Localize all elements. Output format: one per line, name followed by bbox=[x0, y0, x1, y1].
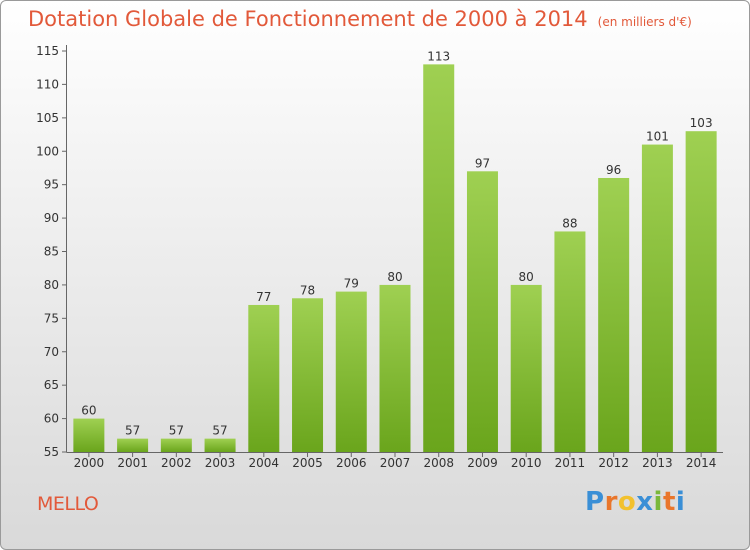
bar bbox=[510, 284, 542, 452]
bar bbox=[423, 64, 455, 452]
x-tick-label: 2013 bbox=[642, 456, 673, 470]
bar bbox=[685, 131, 717, 452]
y-tick-label: 55 bbox=[44, 445, 59, 459]
y-tick-label: 75 bbox=[44, 311, 59, 325]
x-tick-label: 2009 bbox=[467, 456, 498, 470]
data-label: 57 bbox=[169, 424, 184, 438]
data-label: 60 bbox=[81, 404, 96, 418]
data-label: 80 bbox=[519, 270, 534, 284]
data-label: 80 bbox=[387, 270, 402, 284]
data-label: 57 bbox=[212, 424, 227, 438]
logo-letter: o bbox=[617, 487, 637, 517]
x-tick-label: 2001 bbox=[117, 456, 148, 470]
y-tick-label: 70 bbox=[44, 345, 59, 359]
place-name: MELLO bbox=[37, 493, 99, 515]
bar bbox=[335, 291, 367, 452]
x-tick-label: 2006 bbox=[336, 456, 367, 470]
x-tick-label: 2005 bbox=[292, 456, 323, 470]
x-tick-label: 2012 bbox=[598, 456, 629, 470]
logo-letter: i bbox=[653, 487, 663, 517]
y-tick-label: 100 bbox=[36, 144, 59, 158]
x-tick-label: 2007 bbox=[380, 456, 411, 470]
bar bbox=[379, 284, 411, 452]
bar bbox=[598, 177, 630, 452]
logo-letter: P bbox=[585, 487, 605, 517]
y-tick-label: 90 bbox=[44, 211, 59, 225]
x-tick-label: 2008 bbox=[423, 456, 454, 470]
chart-unit: (en milliers d'€) bbox=[597, 15, 692, 29]
data-label: 77 bbox=[256, 290, 271, 304]
x-tick-label: 2011 bbox=[555, 456, 586, 470]
logo-letter: t bbox=[662, 487, 676, 517]
data-label: 101 bbox=[646, 130, 669, 144]
y-tick-label: 110 bbox=[36, 77, 59, 91]
x-tick-label: 2003 bbox=[205, 456, 236, 470]
y-tick-label: 95 bbox=[44, 178, 59, 192]
x-tick-label: 2010 bbox=[511, 456, 542, 470]
y-tick-label: 65 bbox=[44, 378, 59, 392]
data-label: 96 bbox=[606, 163, 621, 177]
chart-title: Dotation Globale de Fonctionnement de 20… bbox=[28, 7, 692, 31]
data-label: 88 bbox=[562, 216, 577, 230]
y-tick-label: 60 bbox=[44, 412, 59, 426]
bar bbox=[117, 438, 149, 452]
bar bbox=[73, 418, 105, 452]
chart-title-text: Dotation Globale de Fonctionnement de 20… bbox=[28, 7, 588, 31]
data-label: 97 bbox=[475, 156, 490, 170]
bar bbox=[248, 304, 280, 452]
bar bbox=[292, 298, 324, 452]
proxiti-logo: Proxiti bbox=[585, 487, 685, 517]
data-label: 57 bbox=[125, 424, 140, 438]
data-label: 78 bbox=[300, 283, 315, 297]
logo-letter: r bbox=[604, 487, 618, 517]
y-tick-label: 85 bbox=[44, 245, 59, 259]
bar bbox=[160, 438, 192, 452]
bar bbox=[641, 144, 673, 453]
y-tick-label: 80 bbox=[44, 278, 59, 292]
x-tick-label: 2000 bbox=[74, 456, 105, 470]
data-label: 79 bbox=[344, 277, 359, 291]
data-label: 103 bbox=[690, 116, 713, 130]
y-tick-label: 105 bbox=[36, 111, 59, 125]
logo-letter: x bbox=[636, 487, 654, 517]
bar bbox=[554, 231, 586, 452]
logo-letter: i bbox=[675, 487, 686, 517]
y-tick-label: 115 bbox=[36, 44, 59, 58]
x-tick-label: 2002 bbox=[161, 456, 192, 470]
bar bbox=[466, 171, 498, 453]
bar bbox=[204, 438, 236, 452]
data-label: 113 bbox=[427, 49, 450, 63]
x-tick-label: 2014 bbox=[686, 456, 717, 470]
x-tick-label: 2004 bbox=[249, 456, 280, 470]
